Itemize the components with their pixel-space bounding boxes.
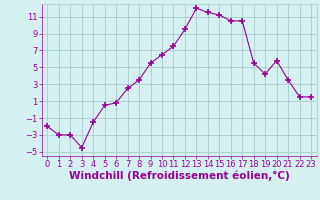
X-axis label: Windchill (Refroidissement éolien,°C): Windchill (Refroidissement éolien,°C) (69, 171, 290, 181)
